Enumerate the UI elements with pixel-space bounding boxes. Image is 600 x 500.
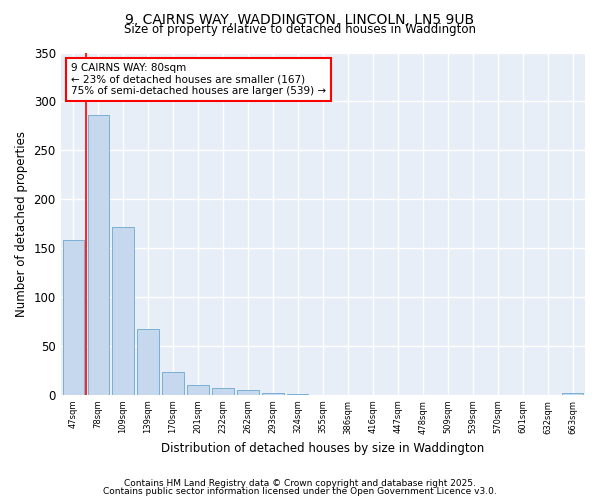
Text: Contains public sector information licensed under the Open Government Licence v3: Contains public sector information licen…: [103, 487, 497, 496]
Y-axis label: Number of detached properties: Number of detached properties: [15, 130, 28, 316]
Text: 9, CAIRNS WAY, WADDINGTON, LINCOLN, LN5 9UB: 9, CAIRNS WAY, WADDINGTON, LINCOLN, LN5 …: [125, 12, 475, 26]
Bar: [238, 390, 259, 395]
Bar: [562, 393, 583, 395]
Bar: [163, 372, 184, 395]
Bar: [112, 226, 134, 395]
Text: 9 CAIRNS WAY: 80sqm
← 23% of detached houses are smaller (167)
75% of semi-detac: 9 CAIRNS WAY: 80sqm ← 23% of detached ho…: [71, 63, 326, 96]
Bar: [262, 393, 284, 395]
Bar: [212, 388, 233, 395]
Bar: [287, 394, 308, 395]
Bar: [187, 385, 209, 395]
Text: Contains HM Land Registry data © Crown copyright and database right 2025.: Contains HM Land Registry data © Crown c…: [124, 478, 476, 488]
Bar: [137, 330, 158, 395]
Text: Size of property relative to detached houses in Waddington: Size of property relative to detached ho…: [124, 22, 476, 36]
Bar: [62, 240, 84, 395]
Bar: [88, 115, 109, 395]
X-axis label: Distribution of detached houses by size in Waddington: Distribution of detached houses by size …: [161, 442, 484, 455]
